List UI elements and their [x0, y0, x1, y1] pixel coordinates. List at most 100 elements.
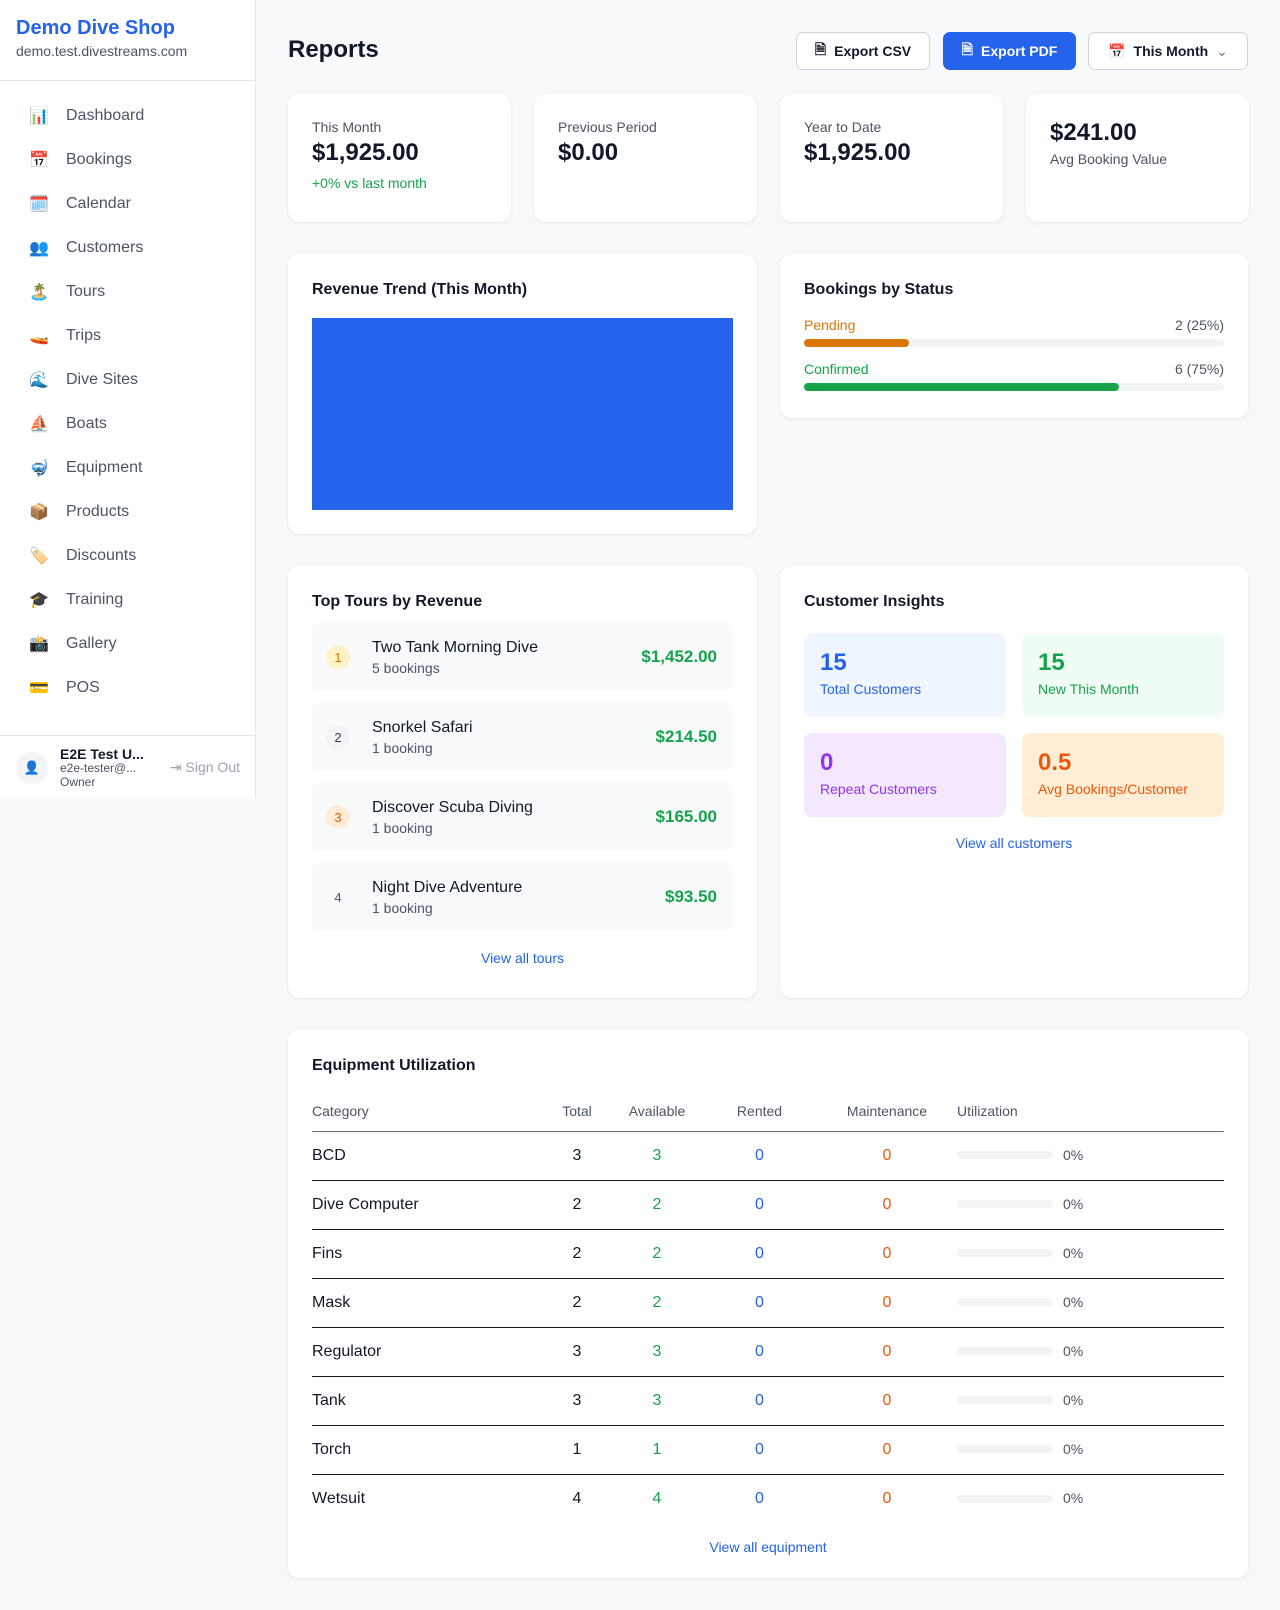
status-count: 6 (75%)	[1174, 361, 1224, 377]
stat-value: $241.00	[1050, 119, 1137, 146]
table-cell: 2	[612, 1229, 702, 1279]
sidebar-item-label: Tours	[66, 283, 106, 300]
insight-tile: 15 Total Customers	[804, 633, 1006, 717]
sidebar-item-boats[interactable]: ⛵ Boats	[0, 402, 255, 446]
table-cell: Fins	[312, 1229, 542, 1279]
column-header: Rented	[702, 1091, 817, 1132]
equipment-utilization-card: Equipment Utilization Category Total Avail…	[288, 1030, 1248, 1578]
table-row: Torch 1 1 0 0 0%	[312, 1425, 1224, 1475]
export-pdf-button[interactable]: 🗎 Export PDF	[943, 32, 1076, 70]
sidebar-item-equipment[interactable]: 🤿 Equipment	[0, 446, 255, 490]
utilization-cell: 0%	[957, 1278, 1224, 1328]
user-name: E2E Test U...	[60, 745, 144, 762]
utilization-cell: 0%	[957, 1131, 1224, 1181]
table-cell: Wetsuit	[312, 1489, 366, 1507]
utilization-bar	[957, 1494, 1053, 1503]
sidebar-item-label: Gallery	[66, 635, 117, 652]
utilization-bar	[957, 1396, 1053, 1405]
status-label: Pending	[804, 317, 856, 333]
sidebar-item-dive-sites[interactable]: 🌊 Dive Sites	[0, 358, 255, 402]
shop-name[interactable]: Demo Dive Shop	[16, 17, 175, 39]
customer-insights-card: Customer Insights 15 Total Customers 15 New…	[780, 566, 1248, 998]
tour-bookings: 1 booking	[372, 819, 433, 836]
insight-tile: 0.5 Avg Bookings/Customer	[1022, 733, 1224, 817]
bookings-status-card: Bookings by Status Pending 2 (25%) Confirm…	[780, 254, 1248, 418]
period-label: This Month	[1133, 43, 1209, 59]
utilization-cell: 0%	[957, 1327, 1224, 1377]
table-cell: 3	[612, 1327, 702, 1377]
tour-row[interactable]: 2 Snorkel Safari 1 booking $214.50	[312, 703, 733, 771]
table-cell: 3	[542, 1327, 612, 1377]
stat-change: +0% vs last month	[312, 175, 427, 191]
sidebar-item-customers[interactable]: 👥 Customers	[0, 226, 255, 270]
view-all-customers-link[interactable]: View all customers	[955, 835, 1073, 851]
table-cell: 3	[542, 1131, 612, 1181]
sidebar-item-tours[interactable]: 🏝️ Tours	[0, 270, 255, 314]
utilization-bar	[957, 1445, 1053, 1454]
sidebar-item-trips[interactable]: 🚤 Trips	[0, 314, 255, 358]
revenue-trend-card: Revenue Trend (This Month)	[288, 254, 757, 534]
table-row: Regulator 3 3 0 0 0%	[312, 1327, 1224, 1377]
table-cell: 0	[702, 1131, 817, 1181]
insight-value: 0	[820, 749, 834, 776]
sidebar-item-calendar[interactable]: 🗓️ Calendar	[0, 182, 255, 226]
tour-revenue: $93.50	[665, 887, 717, 906]
period-select[interactable]: 📅 This Month ⌄	[1088, 32, 1248, 70]
sidebar-item-bookings[interactable]: 📅 Bookings	[0, 138, 255, 182]
export-csv-label: Export CSV	[834, 43, 912, 59]
stat-label: This Month	[312, 119, 382, 135]
stat-card-avg-booking: $241.00 Avg Booking Value	[1026, 94, 1249, 222]
nav-icon: 👥	[29, 240, 49, 257]
tour-name: Snorkel Safari	[372, 718, 473, 736]
utilization-percent: 0%	[1063, 1342, 1084, 1359]
sidebar-item-label: Customers	[66, 239, 144, 256]
export-csv-button[interactable]: 🗎 Export CSV	[796, 32, 930, 70]
top-tours-card: Top Tours by Revenue 1 Two Tank Morning D…	[288, 566, 757, 998]
tour-row[interactable]: 4 Night Dive Adventure 1 booking $93.50	[312, 863, 733, 931]
view-all-tours-link[interactable]: View all tours	[480, 950, 564, 966]
sidebar-item-products[interactable]: 📦 Products	[0, 490, 255, 534]
utilization-bar	[957, 1249, 1053, 1258]
sidebar-item-label: Bookings	[66, 151, 132, 168]
table-cell: 4	[572, 1489, 582, 1507]
status-count: 2 (25%)	[1174, 317, 1224, 333]
stat-card-this-month: This Month $1,925.00 +0% vs last month	[288, 94, 511, 222]
tour-revenue: $214.50	[655, 727, 717, 746]
column-header: Maintenance	[817, 1091, 957, 1132]
rank-badge: 2	[326, 725, 350, 749]
column-header: Total	[542, 1091, 612, 1132]
tour-row[interactable]: 1 Two Tank Morning Dive 5 bookings $1,452.0…	[312, 623, 733, 691]
sidebar-item-discounts[interactable]: 🏷️ Discounts	[0, 534, 255, 578]
table-cell: 0	[755, 1489, 764, 1507]
sidebar-item-pos[interactable]: 💳 POS	[0, 666, 255, 710]
table-cell: Torch	[312, 1425, 542, 1475]
table-cell: 4	[652, 1489, 662, 1507]
sidebar-item-label: Discounts	[66, 547, 137, 564]
status-progress-track	[804, 383, 1224, 391]
table-cell: 3	[612, 1376, 702, 1426]
tour-row[interactable]: 3 Discover Scuba Diving 1 booking $165.00	[312, 783, 733, 851]
view-all-equipment-link[interactable]: View all equipment	[709, 1539, 827, 1555]
insight-value: 15	[1038, 649, 1065, 676]
utilization-percent: 0%	[1063, 1489, 1084, 1506]
user-panel: 👤 E2E Test U... e2e-tester@... Owner ⇥ S…	[0, 735, 256, 799]
sidebar: Demo Dive Shop demo.test.divestreams.com…	[0, 0, 256, 799]
table-cell: 0	[882, 1489, 892, 1507]
stat-card-ytd: Year to Date $1,925.00	[780, 94, 1003, 222]
nav-icon: 📊	[29, 108, 49, 125]
utilization-cell: 0%	[957, 1229, 1224, 1279]
sidebar-item-training[interactable]: 🎓 Training	[0, 578, 255, 622]
tour-name: Discover Scuba Diving	[372, 798, 533, 816]
sign-out-label: Sign Out	[185, 759, 240, 775]
table-cell: 0	[702, 1327, 817, 1377]
stat-label: Previous Period	[558, 119, 657, 135]
insight-label: Total Customers	[820, 681, 922, 697]
nav-icon: 🤿	[29, 460, 49, 477]
table-cell: Dive Computer	[312, 1180, 542, 1230]
sidebar-item-dashboard[interactable]: 📊 Dashboard	[0, 94, 255, 138]
table-cell: 0	[817, 1180, 957, 1230]
table-cell: 0	[817, 1131, 957, 1181]
utilization-percent: 0%	[1063, 1391, 1084, 1408]
sign-out-button[interactable]: ⇥ Sign Out	[170, 759, 240, 776]
sidebar-item-gallery[interactable]: 📸 Gallery	[0, 622, 255, 666]
